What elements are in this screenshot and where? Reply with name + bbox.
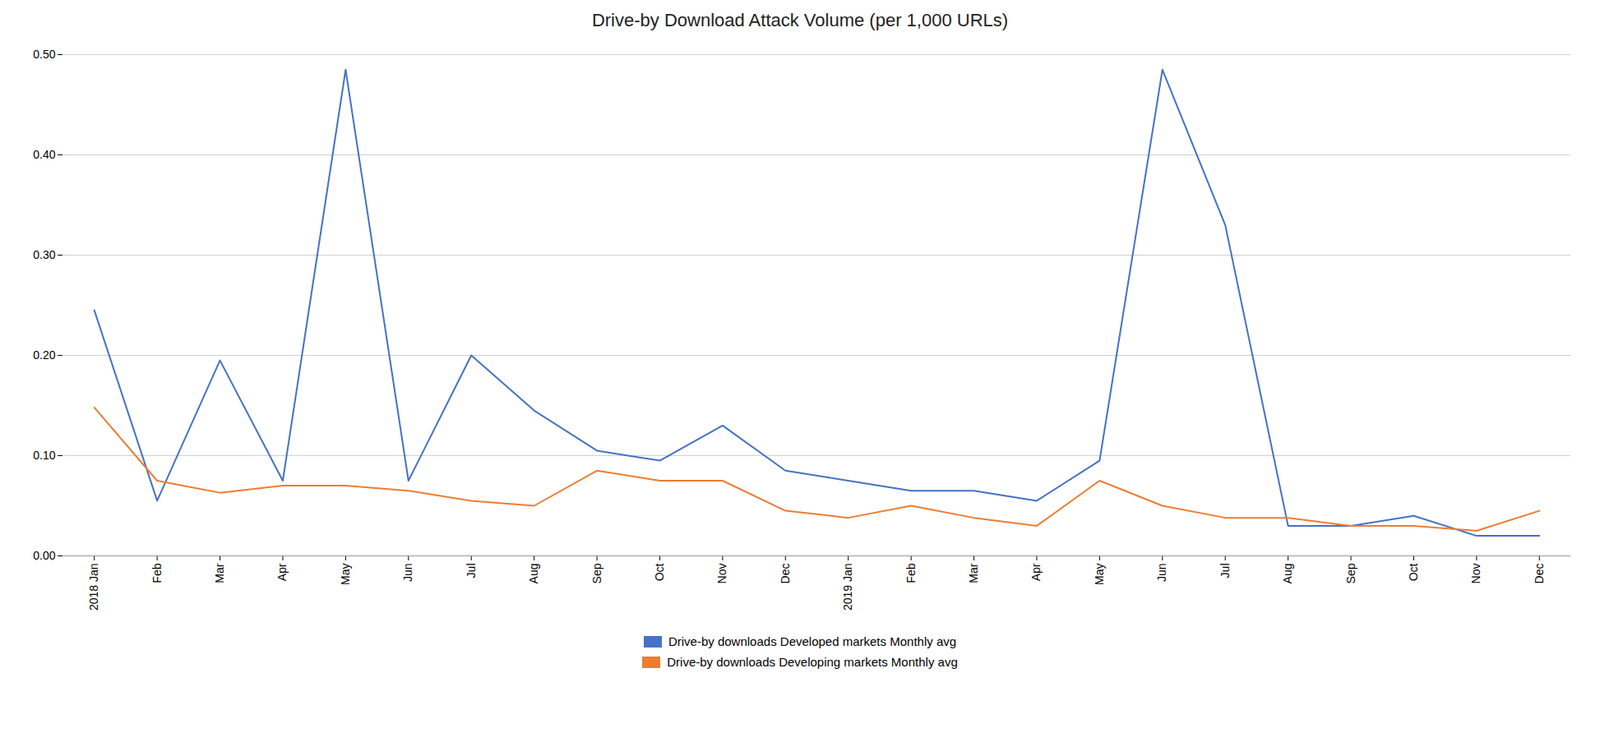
svg-text:0.00: 0.00 bbox=[32, 549, 56, 563]
html-text:Drive-by Download Attack Volum: Drive-by Download Attack Volume (per 1,0… bbox=[591, 9, 1009, 31]
svg-text:Sep: Sep bbox=[1344, 563, 1358, 584]
svg-text:Jul: Jul bbox=[464, 564, 478, 579]
svg-text:Apr: Apr bbox=[1029, 563, 1043, 582]
svg-text:Nov: Nov bbox=[715, 564, 729, 585]
svg-text:Oct: Oct bbox=[1406, 563, 1420, 582]
svg-text:Dec: Dec bbox=[1532, 564, 1546, 585]
svg-text:May: May bbox=[338, 564, 352, 586]
svg-text:0.50: 0.50 bbox=[32, 47, 56, 61]
svg-text:Jun: Jun bbox=[401, 564, 415, 583]
svg-text:May: May bbox=[1092, 564, 1106, 586]
svg-text:Dec: Dec bbox=[778, 564, 792, 585]
svg-text:Aug: Aug bbox=[1280, 564, 1295, 585]
svg-text:0.40: 0.40 bbox=[32, 147, 56, 162]
svg-text:2018 Jan: 2018 Jan bbox=[87, 564, 101, 612]
svg-text:Mar: Mar bbox=[966, 563, 981, 583]
svg-text:Jul: Jul bbox=[1218, 564, 1232, 579]
svg-text:Aug: Aug bbox=[527, 564, 541, 585]
svg-text:Apr: Apr bbox=[275, 563, 289, 582]
svg-text:Nov: Nov bbox=[1469, 564, 1483, 585]
html-text:Drive-by downloads Developed m: Drive-by downloads Developed markets Mon… bbox=[668, 634, 957, 649]
svg-text:0.10: 0.10 bbox=[32, 448, 56, 463]
svg-text:0.30: 0.30 bbox=[32, 248, 56, 262]
svg-text:Feb: Feb bbox=[150, 563, 164, 583]
svg-text:0.20: 0.20 bbox=[32, 348, 56, 362]
svg-text:Sep: Sep bbox=[590, 563, 604, 584]
html-text:Drive-by downloads Developing: Drive-by downloads Developing markets Mo… bbox=[667, 655, 958, 670]
svg-text:Oct: Oct bbox=[652, 563, 666, 582]
svg-text:Mar: Mar bbox=[212, 563, 227, 583]
svg-text:2019 Jan: 2019 Jan bbox=[841, 564, 855, 612]
svg-text:Jun: Jun bbox=[1155, 564, 1169, 583]
svg-text:Feb: Feb bbox=[904, 563, 918, 583]
